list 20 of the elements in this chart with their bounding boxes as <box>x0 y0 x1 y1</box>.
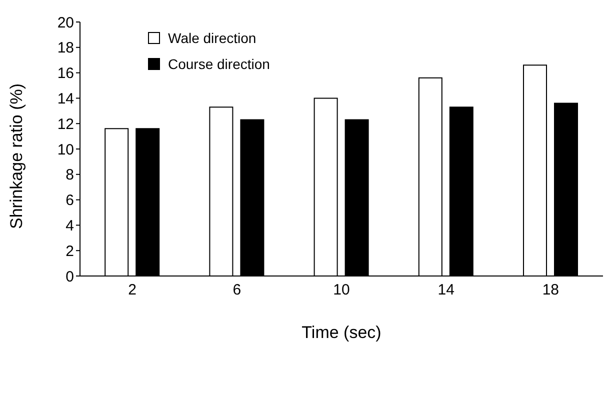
y-tick-label: 0 <box>66 268 74 286</box>
y-tick-label: 4 <box>66 218 74 235</box>
y-tick-label: 2 <box>66 242 74 260</box>
y-tick-label: 16 <box>57 65 74 82</box>
x-tick-label: 2 <box>128 282 136 299</box>
y-tick-label: 12 <box>57 116 74 133</box>
x-tick-label: 10 <box>333 282 350 299</box>
y-tick-label: 8 <box>66 166 74 184</box>
y-tick-label: 14 <box>57 90 74 108</box>
y-tick-label: 6 <box>66 192 74 210</box>
y-axis-title: Shrinkage ratio (%) <box>7 83 26 229</box>
x-tick-label: 6 <box>232 282 242 299</box>
x-tick-label: 18 <box>542 282 560 299</box>
x-axis-title: Time (sec) <box>302 323 382 342</box>
y-tick-label: 10 <box>57 141 74 158</box>
legend-label: Course direction <box>168 56 270 72</box>
y-tick-label: 20 <box>57 14 74 32</box>
x-tick-label: 14 <box>438 282 454 299</box>
y-tick-label: 18 <box>57 40 74 57</box>
legend-label: Wale direction <box>168 30 256 46</box>
